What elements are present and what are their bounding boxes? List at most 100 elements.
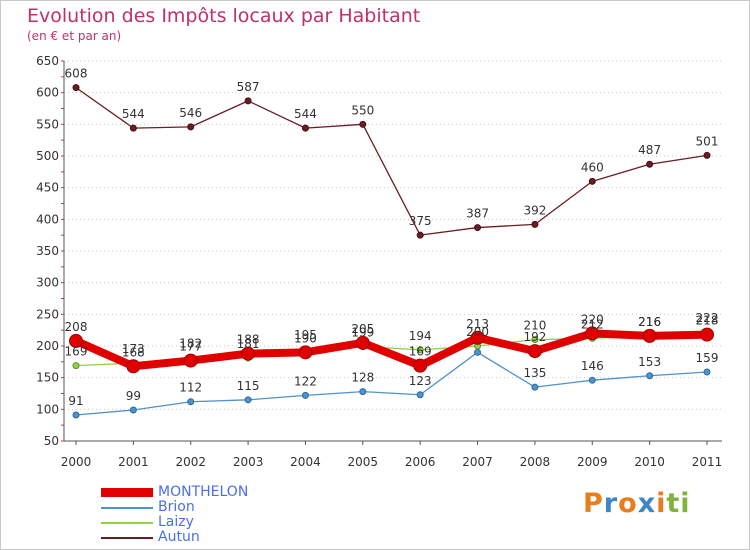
y-tick-label: 50 [44,434,59,448]
logo-letter: t [666,488,681,519]
data-point-brion [531,383,539,391]
x-tick-label: 2007 [462,455,493,469]
x-tick-label: 2003 [233,455,264,469]
data-label-brion: 112 [179,381,202,395]
legend-swatch-autun [101,536,153,539]
data-label-autun: 544 [294,107,317,121]
data-label-brion: 122 [294,374,317,388]
data-label-laizy: 181 [237,337,260,351]
data-label-brion: 91 [68,394,83,408]
data-label-laizy: 173 [122,342,145,356]
data-label-laizy: 199 [351,326,374,340]
x-tick-label: 2005 [348,455,379,469]
legend-swatch-brion [101,506,153,509]
data-label-monthelon: 218 [696,314,719,328]
data-point-monthelon [241,346,256,361]
x-tick-label: 2011 [692,455,723,469]
x-tick-label: 2001 [118,455,149,469]
data-point-brion [359,388,367,396]
logo-letter: r [603,488,619,519]
logo-letter: i [680,488,691,519]
y-tick-label: 550 [36,117,59,131]
data-point-monthelon [69,333,83,348]
x-tick-label: 2006 [405,455,436,469]
y-tick-label: 100 [36,402,59,416]
data-label-monthelon: 168 [122,345,145,359]
data-point-autun [301,124,309,132]
data-point-brion [187,398,195,406]
data-label-monthelon: 205 [351,322,374,336]
y-tick-label: 450 [36,181,59,195]
data-point-brion [301,391,309,399]
legend-item-autun: Autun [101,530,248,545]
data-label-autun: 501 [696,134,719,148]
data-point-autun [703,151,711,159]
data-label-laizy: 194 [409,329,432,343]
proxiti-logo: Proxiti [583,488,691,519]
data-point-monthelon [700,327,714,342]
data-point-monthelon [470,330,485,345]
data-label-autun: 487 [638,143,661,157]
data-label-laizy: 195 [294,328,317,342]
data-label-brion: 115 [237,379,260,393]
data-label-laizy: 169 [65,345,88,359]
x-tick-label: 2004 [290,455,321,469]
data-label-brion: 153 [638,355,661,369]
logo-letter: o [618,488,638,519]
y-tick-label: 250 [36,307,59,321]
data-label-laizy: 200 [466,325,489,339]
data-label-autun: 392 [523,203,546,217]
legend-label-monthelon: MONTHELON [158,484,249,500]
data-label-autun: 608 [65,67,88,81]
y-tick-label: 350 [36,244,59,258]
data-label-monthelon: 169 [409,345,432,359]
data-point-monthelon [413,358,428,373]
data-point-autun [474,224,482,232]
x-tick-label: 2010 [634,455,665,469]
data-label-laizy: 182 [179,336,202,350]
y-tick-label: 650 [36,54,59,68]
legend-label-laizy: Laizy [158,514,194,530]
data-label-autun: 550 [351,103,374,117]
y-tick-label: 400 [36,212,59,226]
logo-letter: x [637,488,657,519]
data-label-autun: 387 [466,207,489,221]
data-point-monthelon [355,335,370,350]
data-point-brion [129,406,137,414]
x-tick-label: 2002 [175,455,206,469]
series-line-monthelon [72,329,711,371]
data-point-autun [416,231,424,239]
legend-label-brion: Brion [158,499,195,515]
data-label-brion: 159 [696,351,719,365]
data-point-autun [646,160,654,168]
legend: MONTHELON Brion Laizy Autun [101,485,248,545]
data-label-laizy: 210 [523,319,546,333]
data-point-monthelon [642,328,657,343]
data-point-brion [416,391,424,399]
data-label-monthelon: 188 [237,333,260,347]
data-label-laizy: 216 [638,315,661,329]
logo-letter: i [656,488,667,519]
x-tick-label: 2008 [520,455,551,469]
data-point-laizy [72,362,80,370]
data-point-brion [588,376,596,384]
data-label-autun: 546 [179,106,202,120]
chart-subtitle: (en € et par an) [27,29,122,43]
data-point-laizy [531,336,539,344]
data-label-brion: 99 [126,389,141,403]
data-point-autun [72,84,80,92]
data-point-autun [129,124,137,132]
data-point-monthelon [585,326,600,341]
data-point-brion [474,348,482,356]
data-point-monthelon [298,345,313,360]
x-tick-label: 2009 [577,455,608,469]
data-label-monthelon: 192 [523,330,546,344]
y-tick-label: 150 [36,371,59,385]
data-point-monthelon [527,344,542,359]
data-label-brion: 146 [581,359,604,373]
data-label-monthelon: 190 [294,331,317,345]
data-label-brion: 128 [351,371,374,385]
data-label-monthelon: 216 [638,315,661,329]
